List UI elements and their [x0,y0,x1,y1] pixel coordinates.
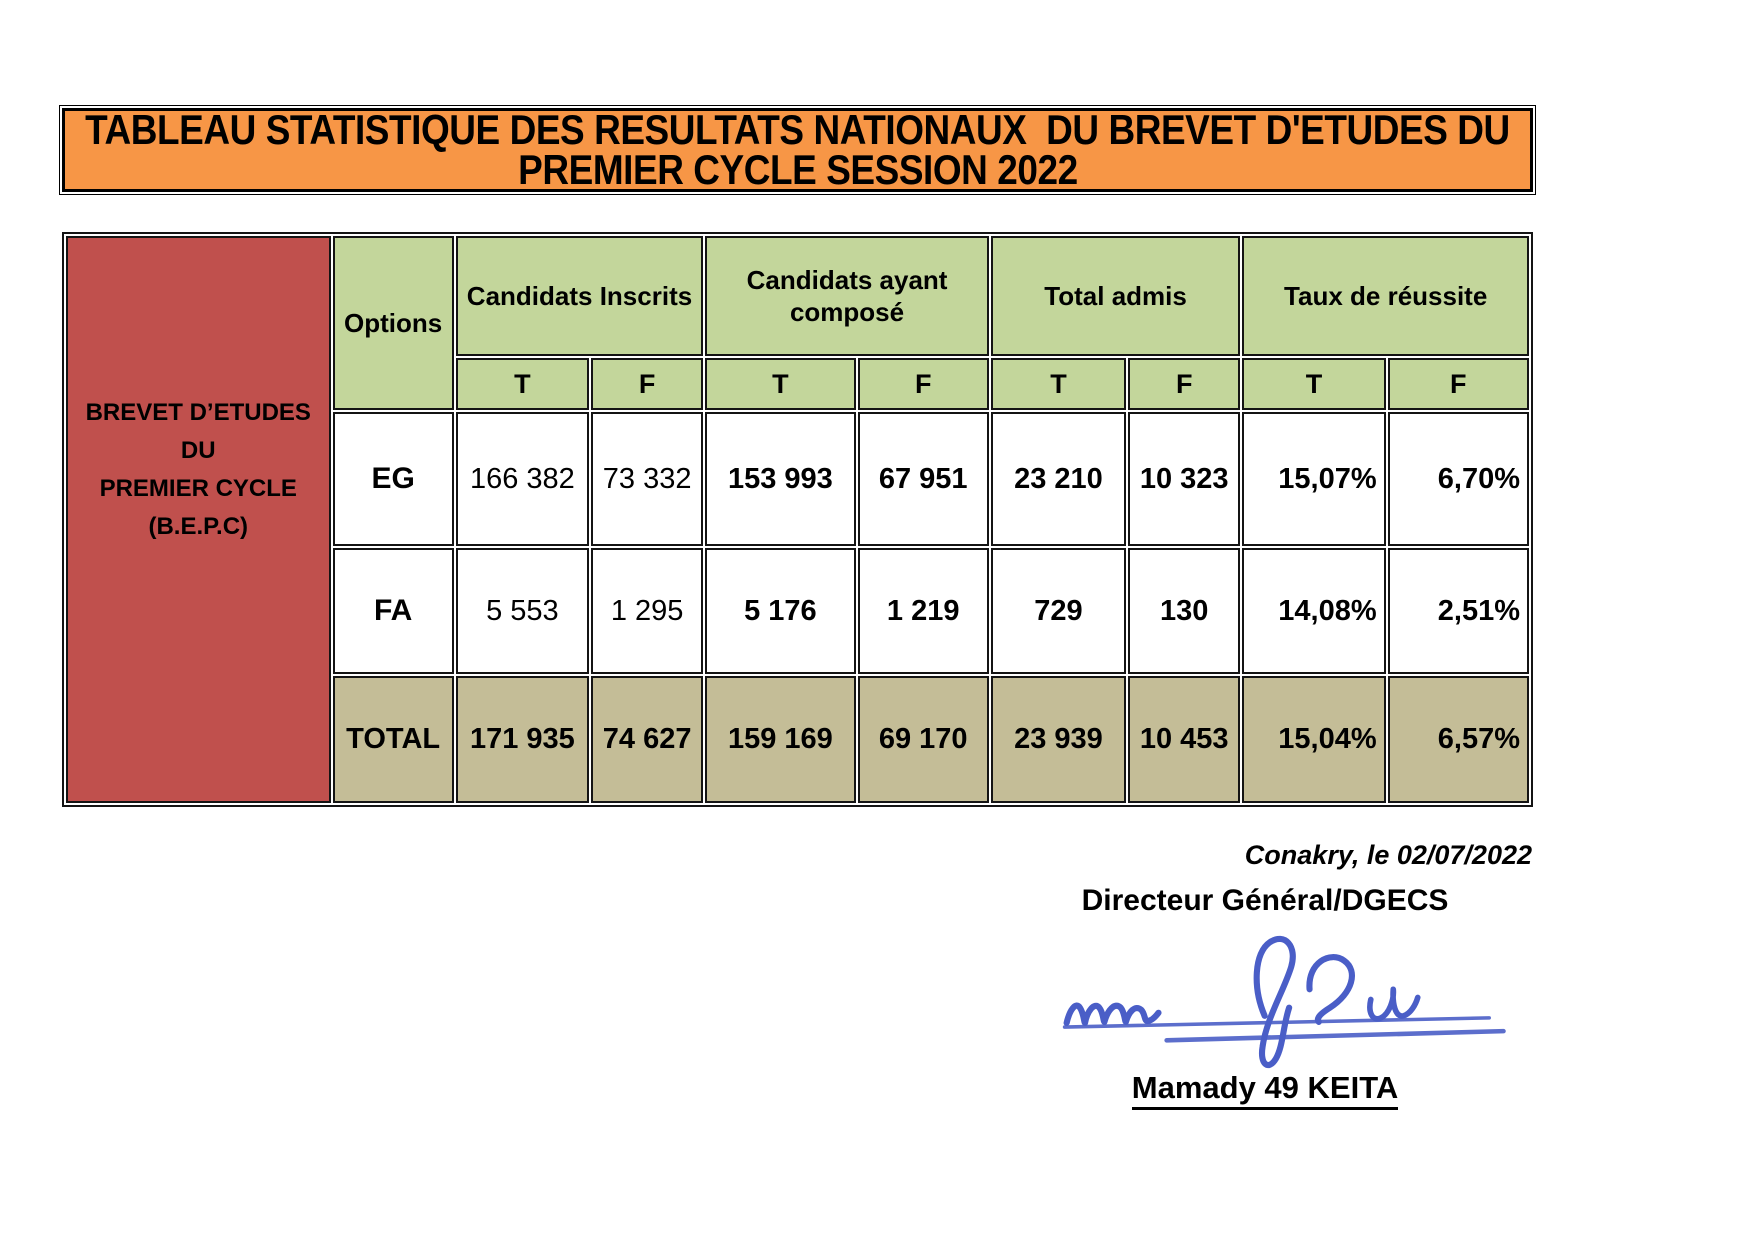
group-header-candidats-composes: Candidats ayant composé [705,236,989,356]
value-cell: 166 382 [455,412,590,546]
subheader-cell: F [1128,358,1241,410]
row-label-cell: BREVET D’ETUDES DU PREMIER CYCLE (B.E.P.… [66,236,331,803]
option-cell: EG [332,412,454,546]
value-cell: 67 951 [857,412,989,546]
option-cell: TOTAL [332,676,454,803]
value-cell: 69 170 [857,676,989,803]
signatory-name: Mamady 49 KEITA [1131,1070,1399,1110]
page-title-line2: PREMIER CYCLE SESSION 2022 [517,146,1078,193]
subheader-cell: F [857,358,989,410]
value-cell: 73 332 [591,412,704,546]
group-header-candidats-inscrits: Candidats Inscrits [455,236,704,356]
value-cell: 2,51% [1387,548,1529,674]
group-header-total-admis: Total admis [990,236,1241,356]
option-cell: FA [332,548,454,674]
value-cell: 153 993 [705,412,856,546]
value-cell: 1 219 [857,548,989,674]
signatory-name-wrap: Mamady 49 KEITA [1000,1070,1530,1110]
value-cell: 15,04% [1242,676,1386,803]
row-label-line1: BREVET D’ETUDES DU [85,398,311,464]
value-cell: 1 295 [591,548,704,674]
results-table: BREVET D’ETUDES DU PREMIER CYCLE (B.E.P.… [62,232,1533,807]
place-date: Conakry, le 02/07/2022 [1244,840,1532,870]
value-cell: 10 453 [1128,676,1241,803]
title-banner: TABLEAU STATISTIQUE DES RESULTATS NATION… [59,105,1536,195]
subheader-cell: F [591,358,704,410]
value-cell: 74 627 [591,676,704,803]
row-total: TOTAL 171 935 74 627 159 169 69 170 23 9… [66,676,1529,803]
value-cell: 6,70% [1387,412,1529,546]
value-cell: 14,08% [1242,548,1386,674]
group-header-row: BREVET D’ETUDES DU PREMIER CYCLE (B.E.P.… [66,236,1529,803]
signature-scribble-icon [1062,935,1506,1069]
value-cell: 171 935 [455,676,590,803]
value-cell: 15,07% [1242,412,1386,546]
subheader-cell: T [455,358,590,410]
row-label-line2: PREMIER CYCLE [99,474,297,502]
signature-image [1052,926,1512,1074]
value-cell: 23 939 [990,676,1127,803]
value-cell: 130 [1128,548,1241,674]
options-header-cell: Options [332,236,454,410]
row-fa: FA 5 553 1 295 5 176 1 219 729 130 14,08… [66,548,1529,674]
value-cell: 10 323 [1128,412,1241,546]
signatory-role: Directeur Général/DGECS [1081,884,1449,917]
value-cell: 5 553 [455,548,590,674]
page-title-line1: TABLEAU STATISTIQUE DES RESULTATS NATION… [85,106,1510,153]
subheader-cell: T [705,358,856,410]
row-label-line3: (B.E.P.C) [148,512,249,540]
subheader-cell: T [990,358,1127,410]
subheader-cell: F [1387,358,1529,410]
subheader-cell: T [1242,358,1386,410]
value-cell: 729 [990,548,1127,674]
value-cell: 159 169 [705,676,856,803]
row-eg: EG 166 382 73 332 153 993 67 951 23 210 … [66,412,1529,546]
value-cell: 5 176 [705,548,856,674]
group-header-taux-reussite: Taux de réussite [1242,236,1529,356]
value-cell: 6,57% [1387,676,1529,803]
subheader-row: T F T F T F T F [66,358,1529,410]
value-cell: 23 210 [990,412,1127,546]
